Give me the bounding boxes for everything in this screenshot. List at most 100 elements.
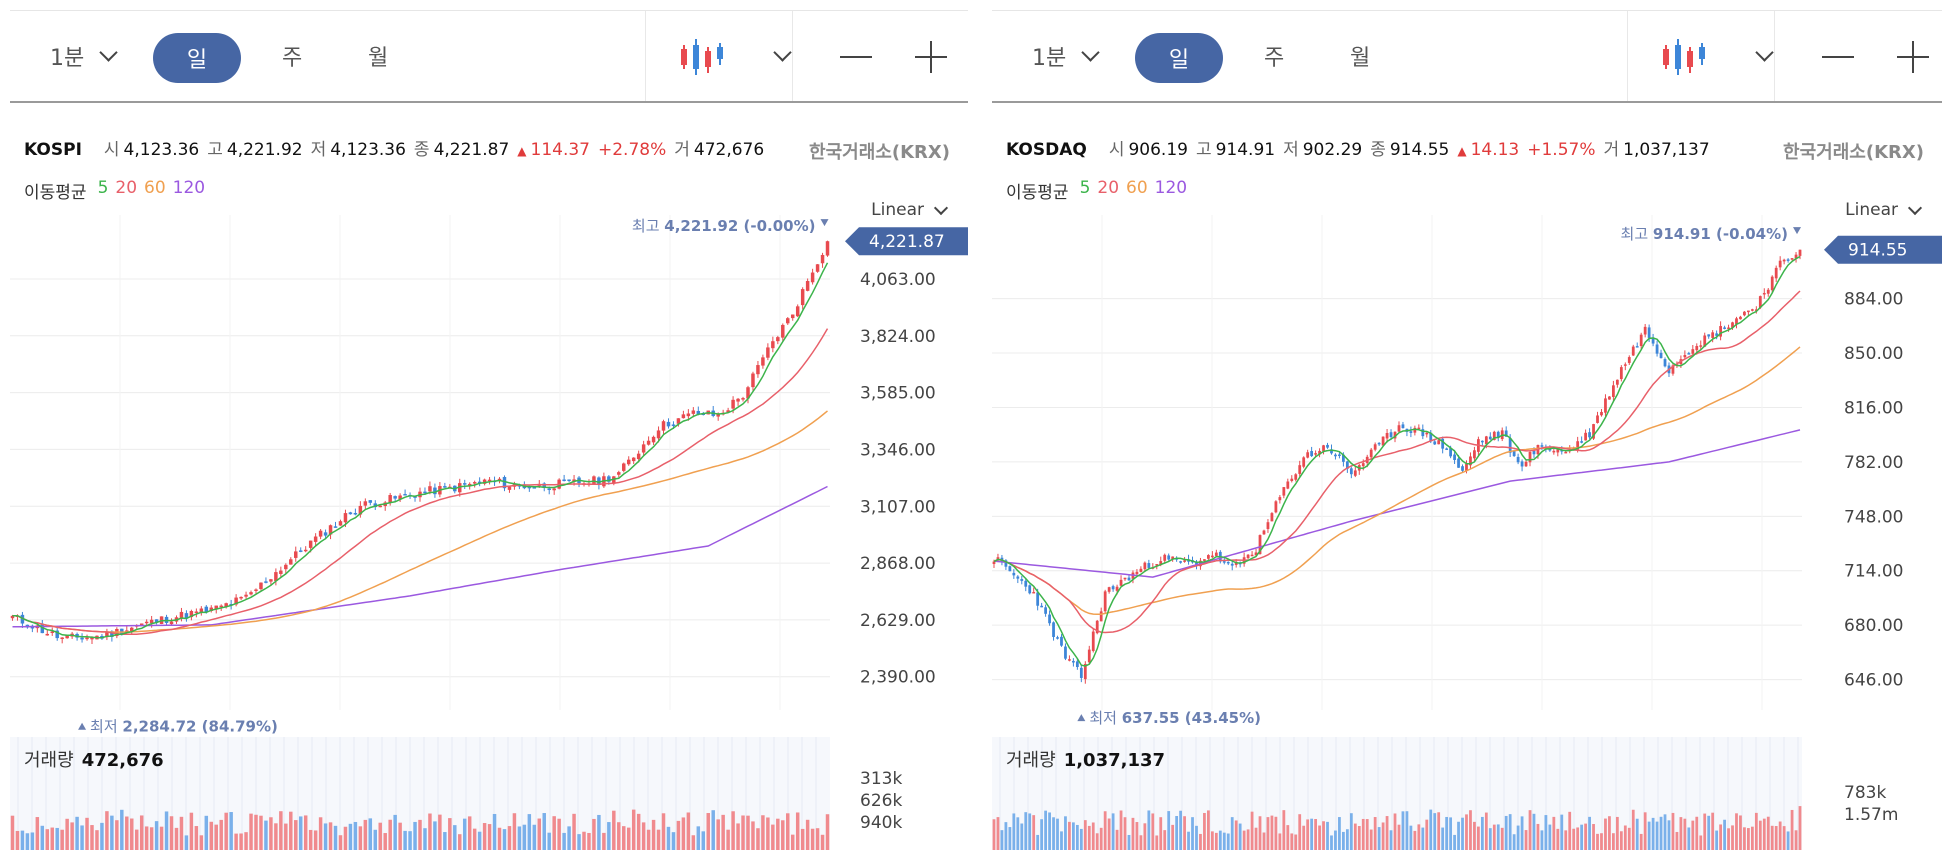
volume-bar [1004,822,1008,850]
period-month-tab[interactable]: 월 [1350,46,1371,71]
volume-bar [1365,819,1369,850]
volume-bar [1258,816,1262,850]
candle-body [398,495,402,500]
period-day-tab[interactable]: 일 [1135,33,1223,83]
candle-body [298,550,303,552]
volume-bar [746,815,750,850]
candle-body [1639,334,1643,347]
scale-dropdown[interactable]: Linear [871,200,949,220]
candle-body [1290,478,1294,482]
zoom-out-button[interactable] [1822,41,1854,73]
candle-body [194,611,199,613]
volume-bar [1683,818,1687,850]
exchange-label: 한국거래소(KRX) [1783,142,1924,163]
candle-body [1286,481,1290,489]
candle-body [1584,432,1587,441]
candle-body [1627,357,1631,363]
ma20-line [993,290,1801,634]
volume-bar [696,826,701,850]
volume-bar [1719,824,1722,850]
candle-body [1004,560,1008,567]
volume-bar [1747,828,1750,850]
candle-body [1401,424,1405,429]
volume-bar [1107,818,1111,850]
candle-body [1143,562,1147,570]
candle-body [393,496,397,499]
zoom-in-button[interactable] [1897,41,1929,73]
volume-bar [462,818,467,850]
candle-body [656,430,661,439]
y-tick-label: 782.00 [1844,453,1903,473]
volume-bar [1342,831,1345,850]
candle-body [1385,432,1389,439]
volume-bar [1159,817,1163,850]
period-week-tab[interactable]: 주 [1264,46,1285,71]
volume-bar [661,813,666,850]
candle-body [691,410,696,414]
candle-body [1437,440,1441,445]
candle-body [308,540,313,548]
candle-body [1532,450,1536,455]
volume-bar [736,823,740,850]
period-1m-selector[interactable]: 1분 [50,11,118,101]
volume-bar [194,826,199,850]
candle-body [1361,463,1365,467]
volume-bar [795,812,800,850]
candle-body [661,421,666,431]
volume-bar [1008,827,1012,850]
scale-dropdown[interactable]: Linear [1845,200,1923,220]
volume-bar [1250,811,1254,850]
volume-bar [1322,821,1325,850]
candlestick-chart-type-icon[interactable] [678,35,726,79]
candle-body [487,479,492,482]
volume-bar [1052,817,1055,850]
candle-body [1262,530,1266,535]
candlestick-chart-type-icon[interactable] [1660,35,1708,79]
candle-body [1381,436,1385,446]
period-week-tab[interactable]: 주 [282,46,303,71]
candle-body [1473,450,1476,459]
volume-bar [1381,822,1385,850]
candle-body [1743,311,1746,316]
candle-body [1465,463,1468,471]
y-tick-label: 680.00 [1844,616,1903,636]
candle-body [1445,448,1449,450]
volume-bar [1048,812,1051,850]
candle-body [1516,456,1520,463]
high-marker-icon [1793,227,1802,235]
period-month-tab[interactable]: 월 [368,46,389,71]
volume-bar [532,824,537,850]
zoom-out-button[interactable] [840,41,872,73]
volume-bar [1437,812,1441,850]
candle-body [1393,431,1397,439]
candle-body [1790,258,1794,260]
candle-body [244,594,248,597]
volume-bar [1612,833,1615,850]
volume-bar [1278,833,1282,850]
volume-bar [249,813,253,850]
volume-bar [1155,835,1159,850]
candle-body [562,479,566,482]
volume-bar [1528,810,1532,850]
candle-body [1762,292,1766,295]
volume-bar [751,821,755,850]
ma60-legend: 60 [1126,178,1148,198]
candle-body [1103,591,1107,612]
candle-body [1719,326,1722,337]
exchange-label: 한국거래소(KRX) [809,142,950,163]
volume-bar [602,832,606,850]
candle-body [1727,327,1730,330]
volume-bar [115,820,119,850]
volume-bar [1095,833,1099,850]
period-1m-selector[interactable]: 1분 [1032,11,1100,101]
volume-bar [487,824,492,850]
volume-bar [557,818,561,850]
volume-bar [1608,816,1611,850]
volume-bar [1131,817,1135,850]
period-day-tab[interactable]: 일 [153,33,241,83]
volume-bar [328,822,333,850]
candle-body [1127,577,1131,581]
candle-body [318,530,323,537]
candle-body [1250,554,1254,557]
zoom-in-button[interactable] [915,41,947,73]
